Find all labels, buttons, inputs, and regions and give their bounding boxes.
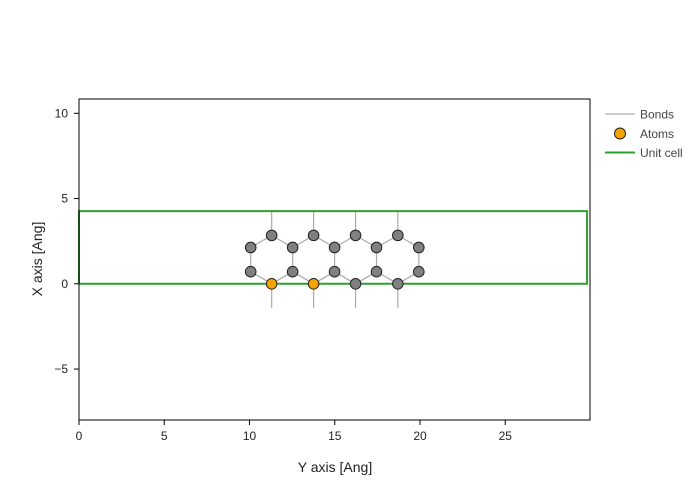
legend-atom-marker-icon: [614, 127, 626, 140]
atom-marker: [286, 241, 299, 254]
atom-marker: [265, 278, 278, 290]
atom-marker: [244, 265, 257, 278]
atom-marker: [413, 241, 425, 254]
atom-marker: [392, 229, 404, 242]
plot-frame: [78, 98, 591, 421]
atom-marker: [307, 229, 320, 242]
atom-marker: [244, 241, 257, 254]
atom-marker: [328, 265, 341, 278]
x-axis-label: Y axis [Ang]: [298, 459, 372, 475]
atoms-layer: [244, 229, 425, 290]
x-tick-label: 20: [413, 429, 427, 443]
atom-marker: [413, 265, 425, 278]
x-tick-label: 5: [161, 429, 168, 443]
bonds-layer: [250, 211, 420, 309]
atom-marker: [307, 278, 320, 290]
x-tick-label: 25: [499, 429, 513, 443]
legend-unit-cell-label: Unit cell: [640, 146, 683, 160]
atom-marker: [392, 278, 404, 290]
legend: Bonds Atoms Unit cell: [605, 108, 683, 160]
atom-marker: [370, 241, 383, 254]
x-tick-label: 0: [76, 429, 83, 443]
y-tick-label: 10: [55, 106, 69, 120]
axis-ticks: 0 5 10 15 20 25 10 5 0 −5: [54, 106, 512, 443]
x-tick-label: 15: [328, 429, 342, 443]
legend-bonds-label: Bonds: [640, 108, 674, 122]
atom-marker: [370, 265, 383, 278]
atom-marker: [349, 278, 362, 290]
legend-atoms-label: Atoms: [640, 127, 674, 141]
y-tick-label: −5: [54, 362, 68, 376]
atom-marker: [328, 241, 341, 254]
atom-marker: [349, 229, 362, 242]
y-axis-label: X axis [Ang]: [29, 222, 45, 297]
atom-marker: [265, 229, 278, 242]
y-tick-label: 5: [61, 192, 68, 206]
atom-marker: [286, 265, 299, 278]
y-tick-label: 0: [61, 277, 68, 291]
x-tick-label: 10: [243, 429, 257, 443]
